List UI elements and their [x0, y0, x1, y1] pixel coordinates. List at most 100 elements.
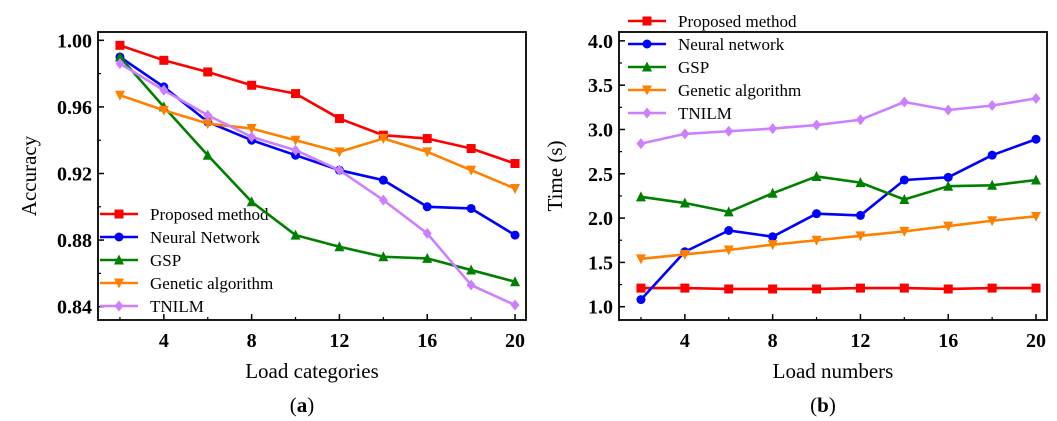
- data-point: [811, 170, 822, 181]
- series-tnilm: [636, 92, 1041, 150]
- legend-label: Genetic algorithm: [150, 274, 273, 293]
- data-point: [812, 209, 822, 219]
- legend-label: TNILM: [678, 104, 732, 123]
- x-tick-label: 8: [768, 330, 778, 352]
- data-point: [247, 80, 257, 90]
- legend-marker: [114, 300, 124, 312]
- data-point: [422, 227, 432, 239]
- data-point: [636, 283, 646, 293]
- legend-label: GSP: [678, 58, 709, 77]
- x-tick-label: 16: [417, 330, 437, 352]
- data-point: [1031, 134, 1041, 144]
- data-point: [899, 226, 910, 237]
- series-line: [118, 56, 516, 283]
- data-point: [899, 175, 909, 185]
- data-point: [855, 231, 866, 242]
- y-tick-label: 0.84: [57, 297, 92, 319]
- data-point: [635, 254, 646, 265]
- data-point: [334, 241, 345, 252]
- series-line: [119, 62, 516, 307]
- data-point: [246, 124, 257, 135]
- data-point: [943, 172, 953, 182]
- data-point: [724, 125, 734, 137]
- y-tick-label: 4.0: [588, 31, 613, 53]
- y-tick-label: 1.0: [588, 297, 613, 319]
- data-point: [812, 119, 822, 131]
- x-tick-label: 20: [505, 330, 525, 352]
- series-proposed-method: [115, 40, 520, 169]
- legend-marker: [114, 232, 124, 242]
- data-point: [1031, 92, 1041, 104]
- data-point: [510, 159, 520, 169]
- series-genetic-algorithm: [635, 211, 1042, 265]
- data-point: [115, 40, 125, 50]
- series-neural-network: [636, 134, 1041, 305]
- legend-marker: [114, 209, 124, 219]
- data-point: [247, 131, 257, 143]
- data-point: [635, 191, 646, 202]
- data-point: [422, 252, 433, 263]
- data-point: [378, 134, 389, 145]
- data-point: [510, 299, 520, 311]
- data-point: [1031, 283, 1041, 293]
- data-point: [987, 283, 997, 293]
- legend-label: TNILM: [150, 297, 204, 316]
- data-point: [855, 283, 865, 293]
- legend-marker: [642, 16, 652, 26]
- data-point: [378, 194, 388, 206]
- plot-frame: [97, 31, 527, 321]
- data-point: [899, 96, 909, 108]
- x-tick-label: 4: [680, 330, 690, 352]
- y-tick-label: 1.5: [588, 252, 613, 274]
- legend-label: Genetic algorithm: [678, 81, 801, 100]
- data-point: [987, 100, 997, 112]
- x-tick-label: 12: [329, 330, 349, 352]
- data-point: [290, 135, 301, 146]
- series-line: [640, 175, 1037, 214]
- data-point: [466, 264, 477, 275]
- data-point: [767, 187, 778, 198]
- data-point: [202, 119, 213, 130]
- data-point: [466, 203, 476, 213]
- y-tick-label: 0.92: [57, 164, 92, 186]
- legend-label: Proposed method: [150, 205, 269, 224]
- data-point: [334, 147, 345, 158]
- panel-label: (b): [810, 393, 836, 417]
- data-point: [291, 144, 301, 156]
- series-gsp: [114, 51, 521, 287]
- legend-marker: [114, 278, 124, 289]
- data-point: [114, 90, 125, 101]
- x-tick-label: 16: [938, 330, 958, 352]
- series-proposed-method: [636, 283, 1041, 294]
- plot-frame: [618, 31, 1048, 321]
- y-tick-label: 2.5: [588, 164, 613, 186]
- data-point: [724, 284, 734, 294]
- data-point: [811, 235, 822, 246]
- data-point: [987, 150, 997, 160]
- series-line: [640, 286, 1037, 291]
- data-point: [899, 193, 910, 204]
- x-axis-label: Load numbers: [773, 359, 894, 383]
- data-point: [943, 180, 954, 191]
- data-point: [812, 284, 822, 294]
- y-tick-label: 0.96: [57, 97, 92, 119]
- data-point: [987, 216, 998, 227]
- series-line: [119, 94, 516, 190]
- series-line: [639, 138, 1037, 301]
- data-point: [680, 128, 690, 140]
- data-point: [290, 229, 301, 240]
- y-axis-label: Accuracy: [17, 135, 41, 216]
- data-point: [422, 147, 433, 158]
- data-point: [466, 144, 476, 154]
- series-line: [119, 55, 516, 237]
- data-point: [202, 149, 213, 160]
- data-point: [510, 183, 521, 194]
- data-point: [291, 89, 301, 99]
- series-line: [640, 97, 1037, 145]
- data-point: [636, 138, 646, 150]
- data-point: [943, 104, 953, 116]
- x-tick-label: 8: [247, 330, 257, 352]
- data-point: [422, 202, 432, 212]
- y-axis-label: Time (s): [543, 141, 567, 212]
